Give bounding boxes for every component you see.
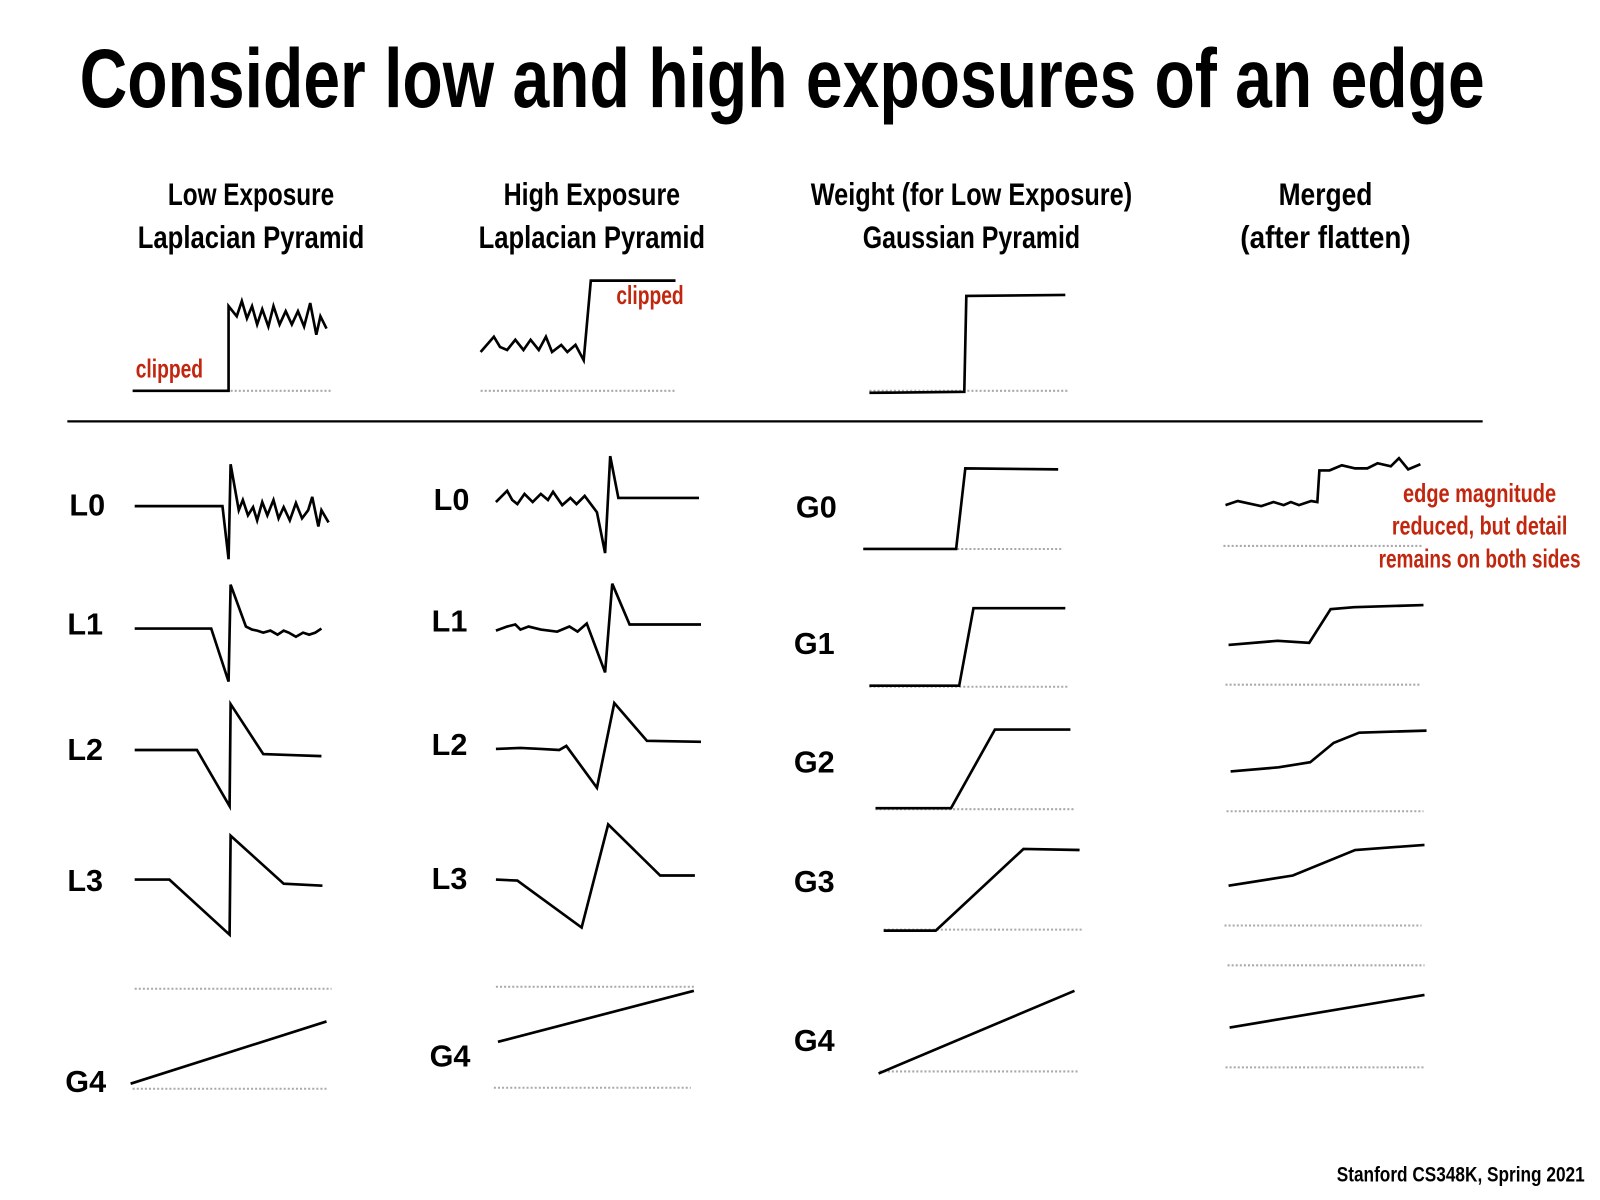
row-label: L1	[432, 605, 468, 639]
low-clipped-label: clipped	[136, 356, 203, 384]
high-clipped-label: clipped	[616, 282, 683, 310]
row-label: L0	[69, 488, 105, 522]
header-high-line2: Laplacian Pyramid	[479, 219, 706, 255]
row-label: G2	[794, 745, 835, 779]
merged-4-signal	[1229, 993, 1425, 1029]
low-G4-signal	[130, 1020, 327, 1085]
merged-pyramid: edge magnitude reduced, but detail remai…	[1223, 456, 1581, 1069]
row-label: L2	[67, 733, 103, 767]
high-L3-signal	[495, 821, 695, 930]
header-high-line1: High Exposure	[504, 176, 681, 212]
row-label: G4	[430, 1039, 471, 1073]
high-exposure-pyramid: L0 L1 L2 L3 G4	[430, 455, 702, 1089]
low-L1-signal	[134, 584, 323, 683]
low-input-signal	[132, 296, 328, 393]
header-low-line1: Low Exposure	[168, 176, 334, 212]
low-L2-signal	[134, 699, 322, 811]
row-label: L2	[432, 728, 468, 762]
merged-3-signal	[1228, 843, 1425, 888]
low-exposure-pyramid: L0 L1 L2 L3 G4	[65, 464, 332, 1099]
weight-G4-signal	[878, 989, 1076, 1075]
merged-note-line2: reduced, but detail	[1392, 513, 1568, 541]
merged-2-signal	[1230, 729, 1427, 773]
weight-gaussian-pyramid: G0 G1 G2 G3 G4	[794, 467, 1083, 1075]
row-label: G4	[794, 1024, 835, 1058]
low-L0-signal	[134, 464, 330, 560]
header-low-line2: Laplacian Pyramid	[138, 219, 365, 255]
row-label: G3	[794, 865, 835, 899]
header-weight-line1: Weight (for Low Exposure)	[811, 176, 1132, 212]
merged-note-line1: edge magnitude	[1403, 480, 1556, 508]
row-label: L3	[432, 862, 468, 896]
header-weight-line2: Gaussian Pyramid	[863, 219, 1080, 255]
high-input-signal	[479, 279, 676, 365]
column-headers: Low Exposure Laplacian Pyramid High Expo…	[138, 176, 1411, 255]
weight-G1-signal	[869, 606, 1066, 688]
high-L1-signal	[495, 583, 702, 673]
input-signals: clipped clipped	[132, 279, 1070, 395]
weight-G3-signal	[883, 847, 1080, 932]
weight-input-signal	[869, 293, 1066, 395]
row-label: G0	[796, 490, 837, 524]
header-merged-line1: Merged	[1279, 176, 1373, 212]
weight-G0-signal	[863, 467, 1059, 551]
high-G4-signal	[497, 989, 695, 1044]
header-merged-line2: (after flatten)	[1240, 219, 1410, 255]
slide-title: Consider low and high exposures of an ed…	[80, 31, 1485, 125]
row-label: G4	[65, 1065, 106, 1099]
low-L3-signal	[134, 832, 323, 938]
high-L2-signal	[495, 700, 702, 791]
row-label: L0	[434, 483, 470, 517]
merged-1-signal	[1228, 603, 1424, 647]
weight-G2-signal	[875, 728, 1071, 810]
row-label: L3	[67, 864, 103, 898]
merged-0-signal	[1225, 456, 1421, 508]
merged-note-line3: remains on both sides	[1379, 545, 1581, 573]
high-L0-signal	[494, 455, 699, 554]
row-label: L1	[67, 608, 103, 642]
row-label: G1	[794, 627, 835, 661]
footer-credit: Stanford CS348K, Spring 2021	[1337, 1163, 1585, 1187]
